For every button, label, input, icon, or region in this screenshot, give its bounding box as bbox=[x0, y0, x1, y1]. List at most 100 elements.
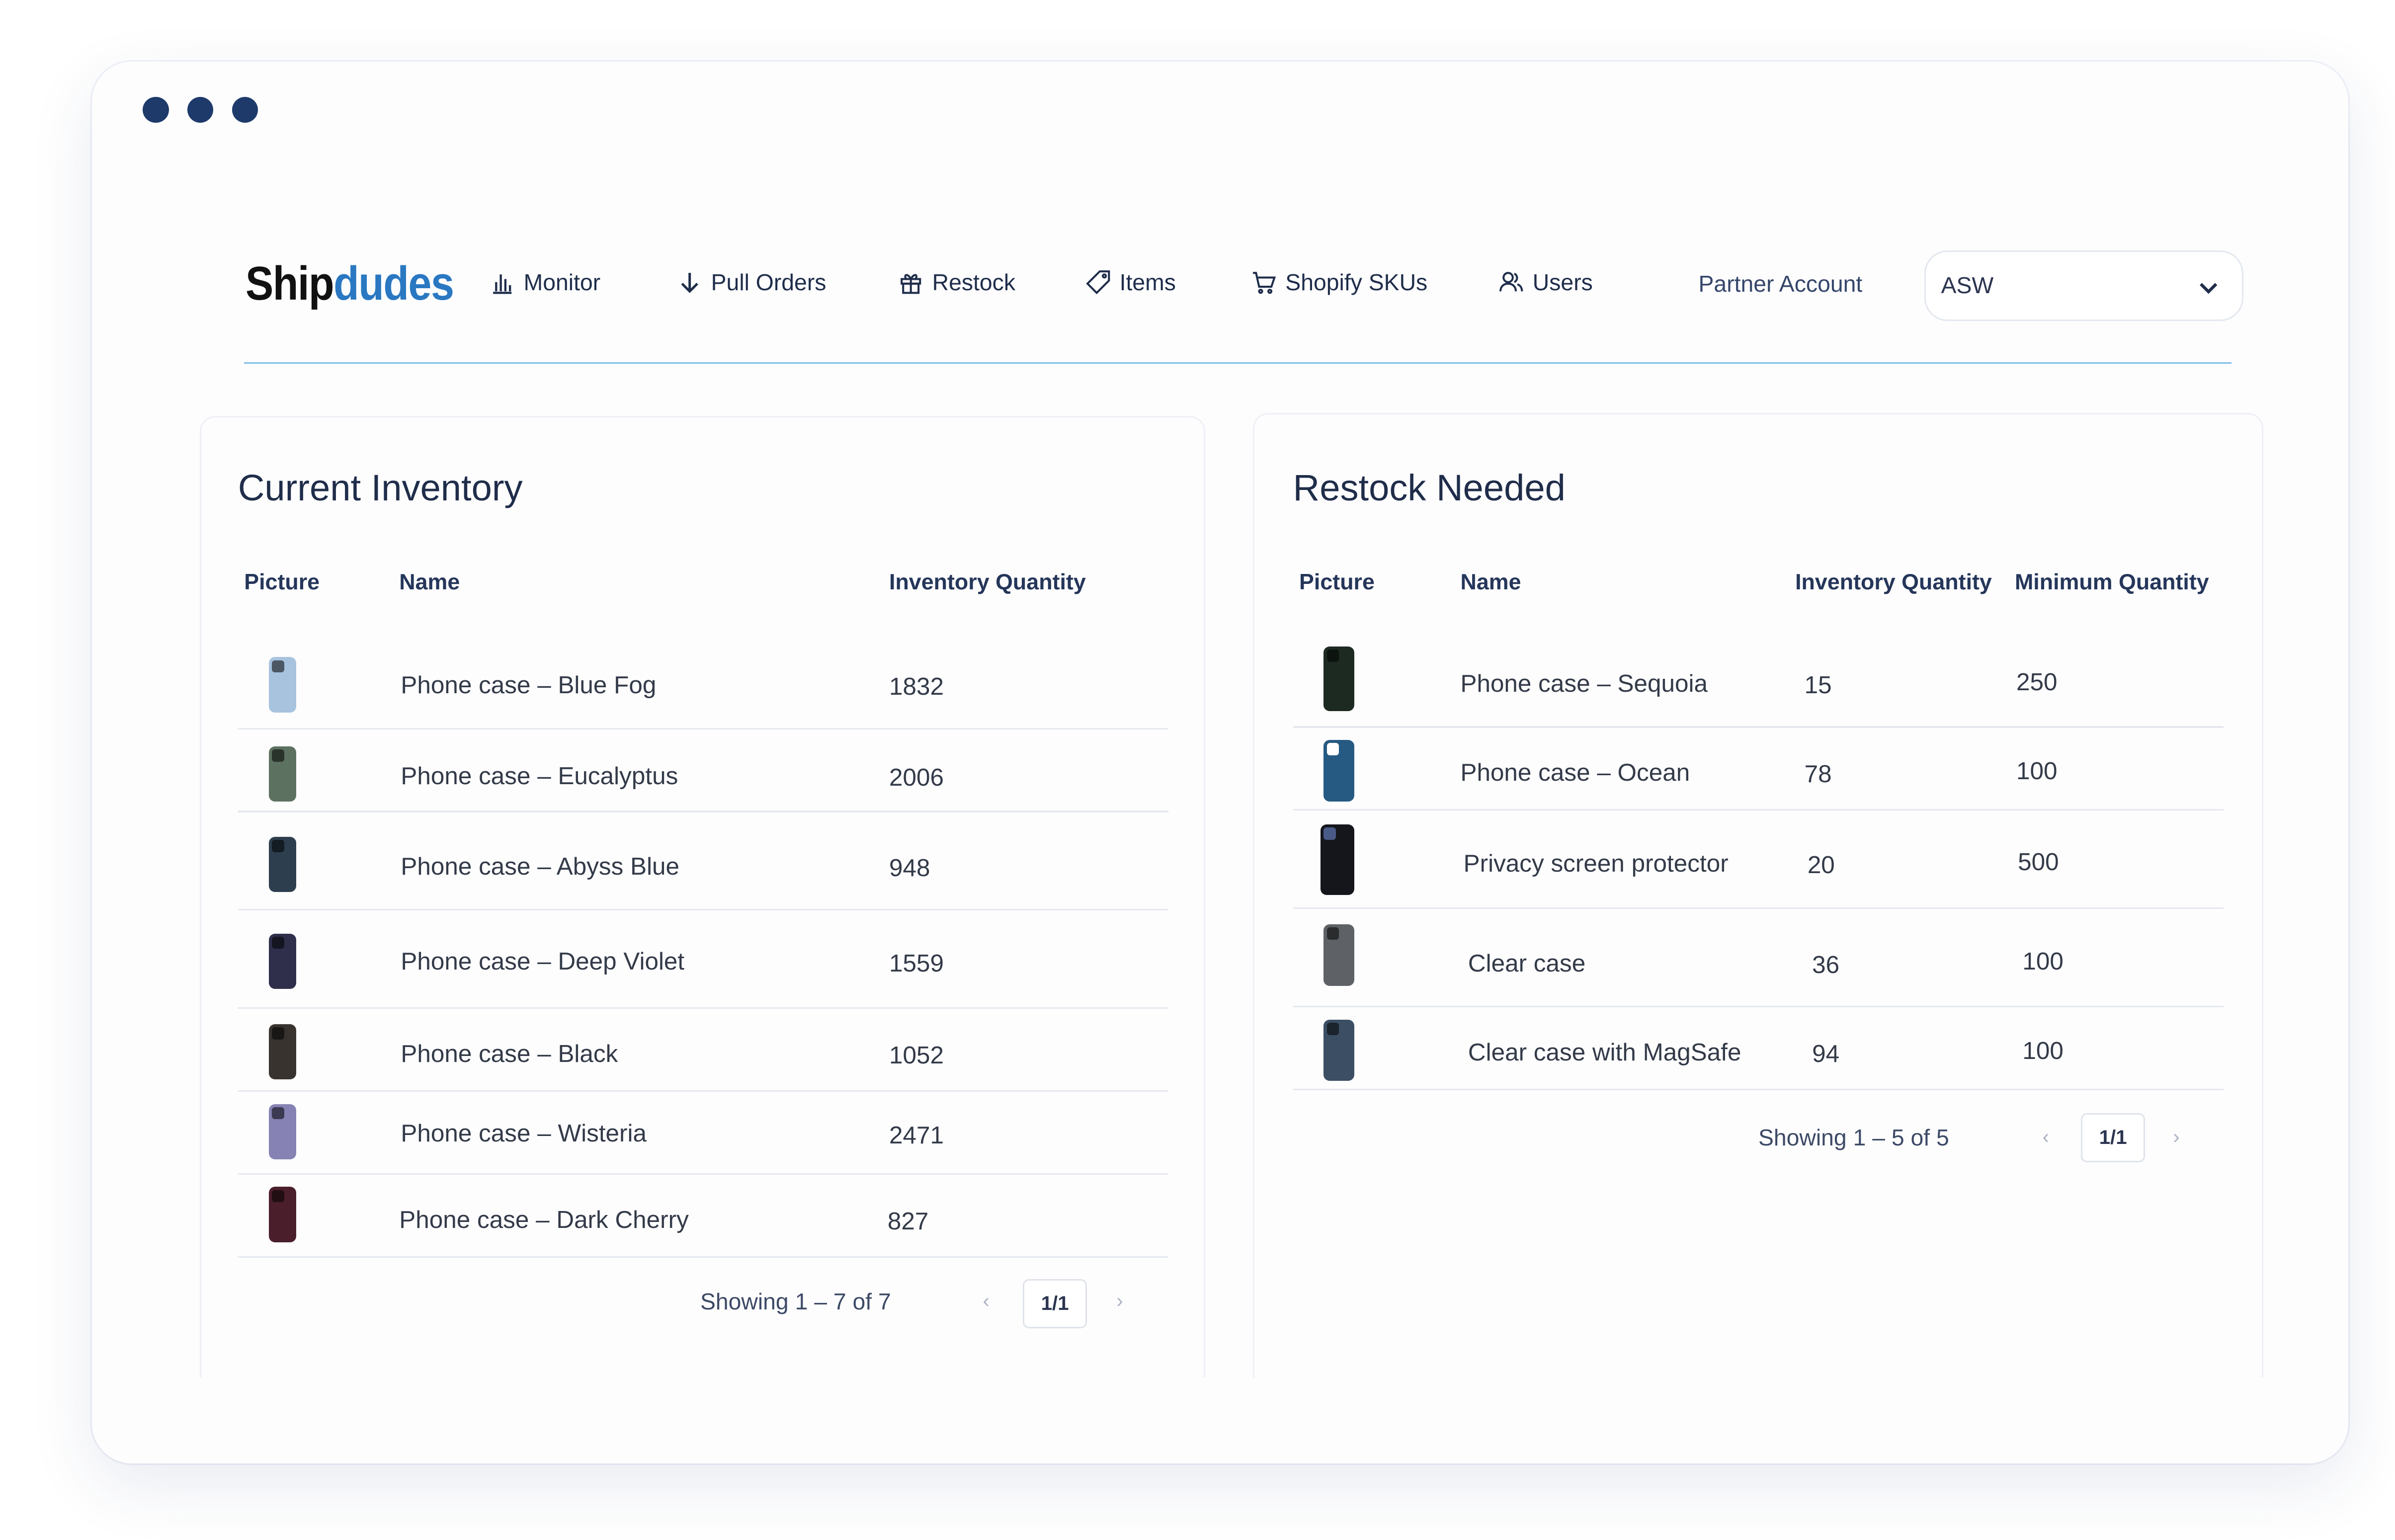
table-row[interactable]: Phone case – Ocean 78 100 bbox=[1293, 728, 2224, 811]
product-image bbox=[268, 1187, 297, 1242]
nav-restock[interactable]: Restock bbox=[899, 269, 1015, 296]
table-row[interactable]: Clear case 36 100 bbox=[1293, 909, 2224, 1007]
nav-items[interactable]: Items bbox=[1085, 269, 1176, 296]
arrow-down-icon bbox=[681, 273, 698, 293]
product-name: Phone case – Black bbox=[401, 1040, 618, 1067]
table-row[interactable]: Phone case – Wisteria 2471 bbox=[238, 1092, 1169, 1175]
nav-shopify-skus[interactable]: Shopify SKUs bbox=[1251, 269, 1427, 296]
inventory-quantity: 94 bbox=[1812, 1040, 1840, 1067]
inventory-quantity: 1559 bbox=[889, 949, 944, 977]
inventory-quantity: 2006 bbox=[889, 763, 944, 791]
table-row[interactable]: Phone case – Deep Violet 1559 bbox=[238, 910, 1169, 1009]
product-image bbox=[1323, 1019, 1355, 1081]
product-name: Phone case – Dark Cherry bbox=[399, 1206, 689, 1233]
chevron-down-icon bbox=[2199, 283, 2217, 294]
nav-pull-orders-label: Pull Orders bbox=[711, 269, 826, 295]
minimum-quantity: 250 bbox=[2016, 668, 2058, 696]
inventory-quantity: 948 bbox=[889, 854, 930, 882]
nav-monitor[interactable]: Monitor bbox=[490, 269, 600, 296]
cart-icon bbox=[1253, 272, 1276, 294]
nav-items-label: Items bbox=[1119, 269, 1176, 295]
app-window: Shipdudes Monitor Pull Orders Restock It… bbox=[92, 61, 2348, 1463]
product-name: Phone case – Ocean bbox=[1460, 759, 1690, 787]
pagination-summary: Showing 1 – 5 of 5 bbox=[1758, 1124, 1949, 1150]
pagination-summary: Showing 1 – 7 of 7 bbox=[700, 1289, 891, 1315]
next-page-button[interactable]: › bbox=[2173, 1125, 2180, 1148]
window-dot-icon bbox=[143, 96, 169, 123]
table-row[interactable]: Clear case with MagSafe 94 100 bbox=[1293, 1007, 2224, 1090]
window-dot-icon bbox=[187, 96, 214, 123]
nav-pull-orders[interactable]: Pull Orders bbox=[677, 269, 826, 296]
column-header-name: Name bbox=[1460, 569, 1521, 595]
partner-account-value: ASW bbox=[1941, 272, 1994, 298]
current-inventory-card: Current Inventory Picture Name Inventory… bbox=[199, 416, 1206, 1378]
product-name: Phone case – Sequoia bbox=[1460, 670, 1708, 698]
product-name: Phone case – Blue Fog bbox=[401, 671, 657, 699]
nav-restock-label: Restock bbox=[932, 269, 1016, 295]
restock-needed-card: Restock Needed Picture Name Inventory Qu… bbox=[1253, 413, 2264, 1378]
window-dot-icon bbox=[232, 96, 258, 123]
table-row[interactable]: Privacy screen protector 20 500 bbox=[1293, 811, 2224, 909]
product-image bbox=[1323, 740, 1355, 802]
column-header-name: Name bbox=[399, 569, 460, 595]
product-name: Phone case – Deep Violet bbox=[401, 948, 685, 975]
table-row[interactable]: Phone case – Blue Fog 1832 bbox=[238, 636, 1169, 729]
card-title: Current Inventory bbox=[238, 467, 523, 509]
table-row[interactable]: Phone case – Black 1052 bbox=[238, 1009, 1169, 1092]
product-image bbox=[268, 836, 297, 892]
inventory-quantity: 20 bbox=[1807, 851, 1835, 879]
inventory-quantity: 827 bbox=[887, 1207, 929, 1235]
nav-shopify-skus-label: Shopify SKUs bbox=[1285, 269, 1428, 295]
table-row[interactable]: Phone case – Dark Cherry 827 bbox=[238, 1175, 1169, 1258]
column-header-inventory-quantity: Inventory Quantity bbox=[889, 569, 1086, 595]
product-name: Privacy screen protector bbox=[1463, 849, 1729, 877]
bar-chart-icon bbox=[493, 274, 511, 294]
column-header-picture: Picture bbox=[244, 569, 320, 595]
table-row[interactable]: Phone case – Sequoia 15 250 bbox=[1293, 633, 2224, 728]
product-image bbox=[268, 933, 297, 989]
inventory-quantity: 1052 bbox=[889, 1041, 944, 1069]
nav-users[interactable]: Users bbox=[1499, 269, 1593, 296]
product-image bbox=[268, 1104, 297, 1159]
product-name: Phone case – Wisteria bbox=[401, 1120, 647, 1147]
product-image bbox=[1323, 646, 1355, 711]
nav-users-label: Users bbox=[1532, 269, 1593, 295]
column-header-picture: Picture bbox=[1299, 569, 1375, 595]
product-name: Phone case – Eucalyptus bbox=[401, 762, 678, 790]
product-image bbox=[268, 657, 297, 713]
logo[interactable]: Shipdudes bbox=[246, 256, 454, 311]
minimum-quantity: 100 bbox=[2022, 948, 2064, 975]
column-header-inventory-quantity: Inventory Quantity bbox=[1795, 569, 1992, 595]
prev-page-button[interactable]: ‹ bbox=[2042, 1125, 2049, 1148]
partner-account-label: Partner Account bbox=[1698, 270, 1863, 297]
tag-icon bbox=[1085, 270, 1110, 295]
prev-page-button[interactable]: ‹ bbox=[983, 1290, 990, 1312]
logo-text-dudes: dudes bbox=[333, 257, 455, 311]
inventory-quantity: 1832 bbox=[889, 673, 944, 701]
next-page-button[interactable]: › bbox=[1116, 1290, 1123, 1312]
minimum-quantity: 100 bbox=[2022, 1037, 2064, 1064]
partner-account-select[interactable]: ASW bbox=[1924, 250, 2244, 321]
product-name: Phone case – Abyss Blue bbox=[401, 852, 680, 880]
product-image bbox=[1323, 924, 1355, 986]
column-header-minimum-quantity: Minimum Quantity bbox=[2014, 569, 2209, 595]
inventory-quantity: 15 bbox=[1804, 671, 1832, 699]
product-name: Clear case bbox=[1468, 949, 1586, 977]
minimum-quantity: 100 bbox=[2016, 757, 2058, 785]
product-image bbox=[268, 1024, 297, 1080]
minimum-quantity: 500 bbox=[2018, 848, 2059, 876]
page-indicator[interactable]: 1/1 bbox=[2080, 1113, 2146, 1162]
product-image bbox=[1321, 824, 1355, 895]
product-name: Clear case with MagSafe bbox=[1468, 1038, 1741, 1066]
logo-text-ship: Ship bbox=[246, 257, 334, 311]
table-row[interactable]: Phone case – Eucalyptus 2006 bbox=[238, 729, 1169, 812]
users-icon bbox=[1499, 272, 1523, 292]
table-row[interactable]: Phone case – Abyss Blue 948 bbox=[238, 812, 1169, 911]
inventory-quantity: 36 bbox=[1812, 951, 1840, 978]
card-title: Restock Needed bbox=[1293, 467, 1566, 509]
page-indicator[interactable]: 1/1 bbox=[1022, 1279, 1087, 1328]
inventory-quantity: 78 bbox=[1804, 760, 1832, 788]
inventory-quantity: 2471 bbox=[889, 1121, 944, 1149]
nav-divider bbox=[244, 362, 2231, 364]
gift-icon bbox=[900, 274, 921, 294]
